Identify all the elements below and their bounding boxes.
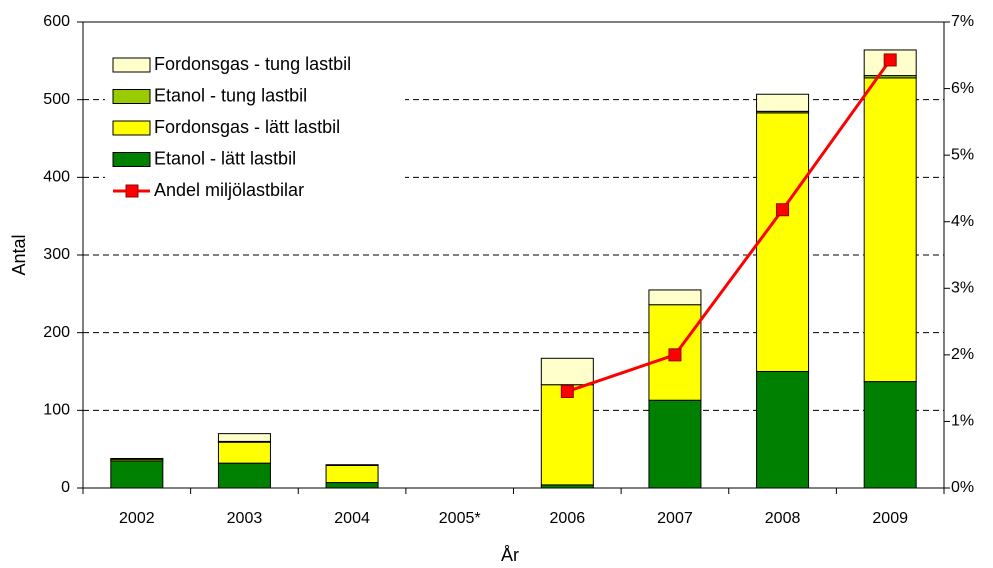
legend-swatch [112,89,151,104]
bar-segment [863,381,917,489]
y2-tick-label: 5% [951,146,974,163]
bar-segment [110,457,164,460]
line-marker [776,203,790,217]
y2-tick-label: 2% [951,346,974,363]
legend-label: Etanol - lätt lastbil [154,148,296,168]
y2-tick-label: 0% [951,479,974,496]
line [566,59,892,393]
bar-segment [110,460,164,489]
bar-segment [325,464,379,466]
x-tick-label: 2002 [119,510,155,527]
bar-segment [756,112,810,373]
x-tick-label: 2007 [657,510,693,527]
x-tick-label: 2008 [765,510,801,527]
bar-segment [217,433,271,442]
legend-swatch [112,120,151,136]
y-tick-label: 500 [43,91,70,108]
bar-segment [325,464,379,484]
x-axis-label: År [501,545,519,565]
line-marker [560,384,574,398]
bar-segment [540,357,594,386]
y-tick-label: 600 [43,13,70,30]
bar-segment [756,93,810,112]
x-tick-label: 2009 [872,510,908,527]
legend-label: Andel miljölastbilar [154,180,304,200]
line-marker [883,53,897,67]
y2-tick-label: 6% [951,80,974,97]
x-tick-label: 2005* [439,510,481,527]
legend-box [105,46,405,210]
x-tick-label: 2006 [550,510,586,527]
bar-segment [648,399,702,489]
bar-segment [648,289,702,306]
legend-label: Fordonsgas - lätt lastbil [154,117,340,137]
legend-marker [125,184,139,198]
bar-segment [325,482,379,489]
y-tick-label: 0 [61,479,70,496]
y-tick-label: 300 [43,246,70,263]
x-tick-label: 2003 [227,510,263,527]
legend-label: Etanol - tung lastbil [154,85,307,105]
bar-segment [756,371,810,489]
legend-swatch [112,152,151,167]
bar-segment [217,441,271,464]
bar-segment [863,77,917,383]
legend-label: Fordonsgas - tung lastbil [154,54,351,74]
bar-segment [217,462,271,489]
y2-tick-label: 4% [951,213,974,230]
y2-tick-label: 3% [951,280,974,297]
line-marker [668,348,682,362]
legend-swatch [112,57,151,73]
y-tick-label: 200 [43,324,70,341]
y-axis-label: Antal [9,234,29,275]
y-tick-label: 100 [43,402,70,419]
y-tick-label: 400 [43,169,70,186]
y2-tick-label: 1% [951,413,974,430]
bar-segment [540,384,594,486]
y2-tick-label: 7% [951,13,974,30]
x-tick-label: 2004 [334,510,370,527]
